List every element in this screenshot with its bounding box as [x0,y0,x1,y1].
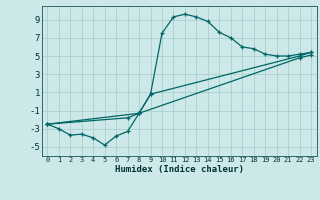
X-axis label: Humidex (Indice chaleur): Humidex (Indice chaleur) [115,165,244,174]
